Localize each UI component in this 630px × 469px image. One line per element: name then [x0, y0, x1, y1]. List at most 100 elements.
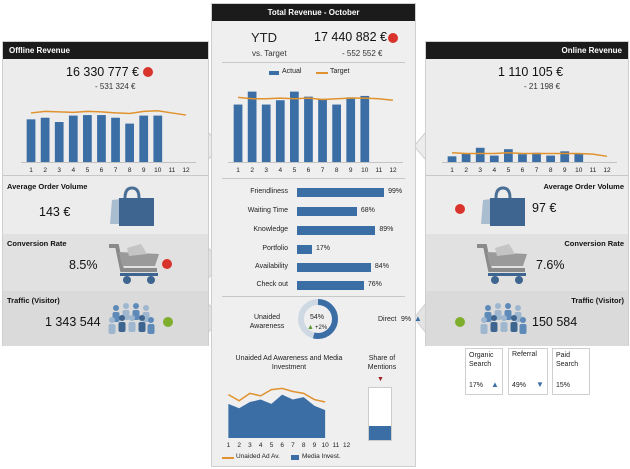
rating-value: 84% — [374, 263, 389, 270]
offline-revenue-value: 16 330 777 € — [66, 65, 139, 79]
tick-label: 5 — [507, 167, 511, 174]
person-icon — [519, 317, 527, 334]
direct-up-icon: ▲ — [414, 314, 422, 323]
bar-actual — [290, 91, 299, 162]
awareness-delta: +2% — [315, 325, 328, 331]
tick-label: 8 — [335, 167, 339, 174]
offline-revenue-chart: 1 2 3 4 5 6 7 8 9 10 11 12 — [21, 110, 196, 174]
crowd-icon — [480, 303, 527, 334]
source-label: Paid Search — [556, 352, 579, 368]
online-revenue-delta: - 21 198 € — [524, 82, 561, 91]
tick-label: 1 — [450, 167, 454, 174]
trend-up-icon: ▲ — [491, 380, 499, 389]
bar-actual — [97, 115, 106, 162]
person-icon — [147, 317, 155, 334]
online-conv-value: 7.6% — [536, 258, 565, 272]
shopping-cart-icon — [109, 244, 159, 284]
share-fill — [369, 425, 391, 440]
bar-actual — [40, 117, 50, 162]
tick-label: 1 — [29, 167, 33, 174]
tick-label: 12 — [603, 167, 611, 174]
awareness-donut — [298, 299, 338, 339]
online-aov-value: 97 € — [532, 201, 557, 215]
online-revenue-value: 1 110 105 € — [498, 65, 564, 79]
tick-label: 10 — [322, 442, 330, 449]
offline-traffic-band — [3, 291, 208, 346]
bar-actual — [139, 115, 149, 162]
tick-label: 8 — [302, 442, 306, 449]
tick-label: 6 — [280, 442, 284, 449]
tick-label: 6 — [521, 167, 525, 174]
rating-bar — [297, 188, 385, 197]
vs-target-value: - 552 552 € — [342, 49, 383, 58]
bar-actual — [153, 115, 163, 162]
offline-traffic-status-dot — [163, 317, 173, 327]
rating-label: Friendliness — [250, 188, 288, 195]
media-invest-area — [228, 394, 326, 438]
total-revenue-panel: Total Revenue - October YTD 17 440 882 €… — [211, 3, 422, 467]
offline-aov-title: Average Order Volume — [7, 182, 88, 191]
awareness-donut-arc — [298, 299, 338, 339]
tick-label: 5 — [293, 167, 297, 174]
bar-actual — [560, 151, 570, 162]
offline-revenue-delta: - 531 324 € — [95, 82, 136, 91]
bar-actual — [125, 123, 134, 162]
tick-label: 9 — [313, 442, 317, 449]
shopping-bag-icon — [110, 186, 154, 226]
unaided-awareness-label: Unaided Awareness — [249, 314, 285, 330]
bar-actual — [54, 122, 64, 162]
share-value: 27% — [372, 416, 387, 423]
tick-label: 10 — [154, 167, 162, 174]
bar-actual — [111, 117, 120, 162]
tick-label: 12 — [182, 167, 190, 174]
tick-label: 7 — [291, 442, 295, 449]
total-revenue-chart: 1 2 3 4 5 6 7 8 9 10 11 12 — [228, 91, 403, 174]
person-icon — [490, 315, 498, 332]
tick-label: 1 — [236, 167, 240, 174]
tick-label: 12 — [343, 442, 351, 449]
offline-traffic-value: 1 343 544 — [45, 315, 101, 329]
legend-actual-label: Actual — [282, 68, 302, 75]
person-icon — [480, 317, 488, 334]
rating-label: Availability — [255, 263, 288, 270]
tick-label: 3 — [478, 167, 482, 174]
tick-label: 8 — [128, 167, 132, 174]
online-traffic-title: Traffic (Visitor) — [571, 296, 624, 305]
target-line — [30, 110, 187, 116]
offline-conv-status-dot — [162, 259, 172, 269]
offline-conv-value: 8.5% — [69, 258, 98, 272]
online-conversion-band — [426, 234, 628, 291]
bar-actual — [68, 115, 78, 162]
bar-actual — [275, 100, 285, 162]
offline-traffic-title: Traffic (Visitor) — [7, 296, 60, 305]
source-paid-search: Paid Search 15% — [552, 348, 590, 395]
legend-ad-swatch — [222, 457, 234, 459]
tick-label: 6 — [307, 167, 311, 174]
bar-actual — [504, 149, 513, 162]
rating-label: Portfolio — [262, 245, 288, 252]
rating-bar — [297, 207, 357, 216]
rating-value: 89% — [379, 226, 394, 233]
tick-label: 11 — [590, 167, 597, 174]
rating-bar — [297, 281, 364, 290]
tick-label: 4 — [71, 167, 75, 174]
rating-value: 68% — [360, 207, 375, 214]
bar-actual — [475, 147, 485, 162]
tick-label: 2 — [250, 167, 254, 174]
tick-label: 1 — [227, 442, 231, 449]
tick-label: 5 — [86, 167, 90, 174]
legend-ad-label: Unaided Ad Av. — [236, 453, 280, 460]
offline-conversion-band — [3, 234, 208, 291]
share-title: Share of Mentions — [367, 355, 397, 371]
bar-actual — [233, 104, 243, 162]
rating-label: Knowledge — [253, 226, 288, 233]
offline-revenue-panel: Offline Revenue 16 330 777 € - 531 324 €… — [2, 41, 209, 346]
person-icon — [500, 315, 508, 332]
person-icon — [510, 315, 518, 332]
tick-label: 4 — [259, 442, 263, 449]
online-conv-title: Conversion Rate — [564, 239, 624, 248]
bar-actual — [489, 155, 499, 162]
source-referral: Referral 49% ▼ — [508, 348, 548, 395]
offline-aov-value: 143 € — [39, 205, 71, 219]
bar-actual — [332, 104, 341, 162]
